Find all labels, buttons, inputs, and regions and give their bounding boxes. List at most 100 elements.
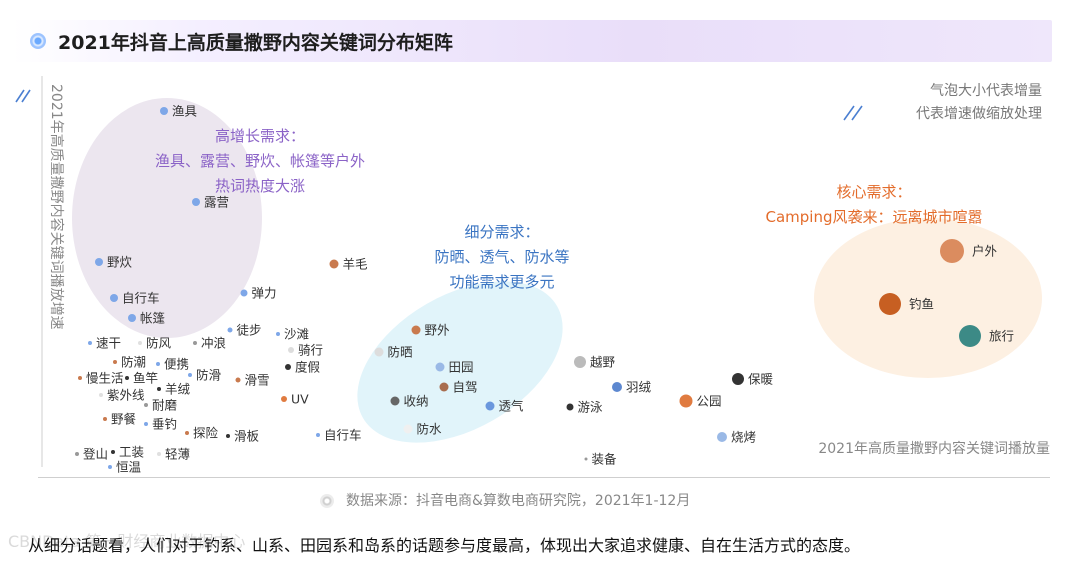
bubble-chart: 2021年高质量撒野内容关键词播放增速 气泡大小代表增量 代表增速做缩放处理 高…	[15, 76, 1050, 475]
point-label: 自驾	[453, 380, 478, 395]
data-point: 徒步	[227, 323, 262, 338]
point-marker	[103, 417, 107, 421]
point-marker	[403, 424, 413, 434]
point-marker	[612, 382, 622, 392]
point-marker	[144, 422, 148, 426]
point-marker	[110, 294, 118, 302]
watermark-text: CBNData 第一财经商业数据中心	[8, 532, 246, 551]
point-label: 慢生活	[86, 371, 124, 386]
point-label: 羊绒	[165, 382, 191, 397]
data-point: 羊毛	[329, 257, 369, 272]
data-point: UV	[281, 392, 309, 407]
data-point: 轻薄	[157, 447, 190, 462]
point-marker	[940, 239, 964, 263]
point-label: 防潮	[121, 355, 146, 370]
x-axis-label: 2021年高质量撒野内容关键词播放量	[818, 440, 1050, 457]
point-label: 自行车	[324, 428, 362, 443]
point-label: 速干	[96, 336, 121, 351]
point-label: 钓鱼	[909, 297, 934, 312]
data-point: 冲浪	[193, 336, 226, 351]
point-marker	[411, 325, 421, 335]
point-label: 轻薄	[165, 447, 190, 462]
point-label: 装备	[592, 452, 618, 467]
data-source: 数据来源：抖音电商&算数电商研究院，2021年1-12月	[346, 493, 691, 509]
data-point: 田园	[435, 360, 474, 375]
point-marker	[144, 403, 148, 407]
point-label: 紫外线	[107, 388, 145, 403]
data-point: 防风	[138, 336, 172, 351]
data-point: 探险	[185, 426, 219, 441]
point-label: 骑行	[298, 343, 323, 358]
point-marker	[439, 382, 449, 392]
point-label: 鱼竿	[133, 371, 158, 386]
point-marker	[157, 452, 161, 456]
point-label: 野外	[425, 323, 451, 338]
point-label: 羊毛	[343, 257, 369, 272]
point-label: 野餐	[111, 412, 137, 427]
point-label: 透气	[499, 399, 525, 414]
cluster-core-line-1: 核心需求：	[836, 183, 911, 201]
data-point: 户外	[940, 239, 998, 263]
cluster-high-growth-area	[72, 98, 262, 338]
point-label: 田园	[449, 360, 474, 375]
point-label: 登山	[83, 447, 108, 462]
data-point: 野外	[411, 323, 451, 338]
data-point: 耐磨	[144, 398, 178, 413]
point-marker	[188, 373, 192, 377]
data-point: 越野	[574, 355, 616, 370]
point-label: 耐磨	[152, 398, 178, 413]
data-point: 防滑	[188, 368, 221, 383]
point-marker	[584, 457, 588, 461]
point-label: 羽绒	[626, 380, 652, 395]
point-label: 公园	[697, 394, 722, 409]
point-label: 徒步	[237, 323, 262, 338]
point-label: 便携	[164, 357, 189, 372]
data-point: 自行车	[316, 428, 362, 443]
cluster-core-line-2: Camping风袭来：远离城市喧嚣	[766, 208, 983, 226]
data-point: 工装	[111, 445, 144, 460]
point-marker	[88, 341, 92, 345]
point-label: 游泳	[578, 400, 604, 415]
title-bullet-icon	[30, 33, 46, 49]
point-label: 弹力	[252, 286, 277, 301]
point-label: 户外	[972, 244, 998, 259]
data-point: 便携	[156, 357, 189, 372]
point-marker	[959, 325, 981, 347]
data-point: 弹力	[240, 286, 277, 301]
point-marker	[281, 396, 287, 402]
point-label: UV	[291, 392, 309, 407]
point-label: 恒温	[116, 460, 142, 475]
cluster-segment-line-3: 功能需求更多元	[449, 273, 554, 291]
point-marker	[732, 373, 744, 385]
point-label: 垂钓	[152, 417, 177, 432]
point-marker	[128, 314, 136, 322]
data-point: 垂钓	[144, 417, 177, 432]
point-label: 度假	[295, 360, 321, 375]
point-label: 保暖	[748, 372, 774, 387]
point-marker	[75, 452, 79, 456]
point-label: 帐篷	[140, 311, 166, 326]
point-marker	[240, 289, 248, 297]
point-marker	[156, 362, 160, 366]
point-marker	[226, 434, 230, 438]
point-marker	[193, 341, 197, 345]
point-marker	[574, 356, 586, 368]
y-axis-label: 2021年高质量撒野内容关键词播放增速	[48, 84, 65, 330]
point-label: 防晒	[388, 345, 413, 360]
data-point: 防晒	[374, 345, 413, 360]
data-point: 滑雪	[235, 373, 270, 388]
data-point: 登山	[75, 447, 108, 462]
point-label: 冲浪	[201, 336, 226, 351]
data-point: 帐篷	[128, 311, 166, 326]
point-marker	[374, 347, 384, 357]
point-label: 越野	[590, 355, 616, 370]
point-marker	[485, 401, 495, 411]
point-label: 防水	[417, 422, 443, 437]
legend-slash-icon	[843, 105, 863, 121]
point-label: 沙滩	[284, 327, 309, 342]
point-label: 渔具	[172, 104, 198, 119]
data-point: 游泳	[566, 400, 604, 415]
data-point: 旅行	[959, 325, 1014, 347]
data-point: 烧烤	[717, 430, 756, 445]
data-point: 透气	[485, 399, 525, 414]
